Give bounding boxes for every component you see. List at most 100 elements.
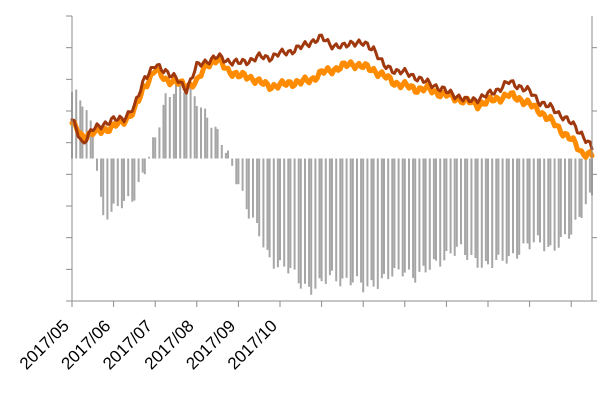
bar-mark — [324, 158, 327, 284]
bar-mark — [216, 128, 219, 159]
line-series-2 — [70, 33, 594, 151]
bar-mark — [289, 158, 292, 268]
bar-mark — [195, 106, 198, 159]
bar-mark — [106, 158, 109, 220]
bar-mark — [293, 158, 296, 270]
bar-mark — [435, 158, 437, 261]
bar-mark — [335, 158, 338, 282]
bar-mark — [148, 156, 150, 159]
bar-mark — [283, 158, 286, 267]
bar-mark — [464, 158, 467, 255]
bar-mark — [476, 158, 479, 268]
bar-mark — [549, 158, 552, 246]
bar-mark — [279, 158, 281, 261]
bar-mark — [408, 158, 410, 270]
bar-mark — [588, 158, 591, 193]
bar-mark — [516, 158, 519, 259]
bar-mark — [339, 158, 342, 287]
bar-mark — [449, 158, 452, 254]
bar-mark — [393, 158, 396, 268]
bar-mark — [91, 135, 94, 159]
bar-mark — [568, 158, 571, 239]
bar-mark — [422, 158, 425, 266]
bar-mark — [460, 158, 462, 245]
bar-mark — [397, 158, 400, 270]
bar-mark — [351, 158, 354, 283]
bar-mark — [387, 158, 390, 280]
line-series — [69, 33, 595, 160]
bar-mark — [252, 158, 254, 218]
bar-mark — [164, 93, 167, 159]
bar-mark — [299, 158, 302, 289]
bar-mark — [123, 158, 125, 201]
bar-mark — [526, 158, 529, 244]
bar-mark — [200, 107, 202, 159]
bar-mark — [210, 127, 213, 159]
bar-mark — [432, 158, 435, 260]
bar-mark — [318, 158, 321, 279]
bar-mark — [349, 158, 352, 286]
bar-mark — [418, 158, 421, 272]
bar-mark — [401, 158, 404, 277]
bar-mark — [497, 158, 500, 255]
bar-mark — [141, 158, 144, 173]
bar-mark — [391, 158, 394, 277]
bar-mark — [102, 158, 105, 216]
bar-mark — [320, 158, 323, 282]
bar-mark — [179, 82, 182, 159]
bar-mark — [331, 158, 333, 271]
bar-mark — [559, 158, 562, 237]
bar-mark — [564, 158, 566, 235]
bar-mark — [466, 158, 469, 260]
bar-mark — [89, 120, 92, 159]
bar-mark — [152, 137, 155, 159]
bar-mark — [376, 158, 379, 289]
bar-series — [71, 81, 593, 295]
bar-mark — [308, 158, 311, 287]
bar-mark — [79, 100, 82, 159]
bar-mark — [258, 158, 261, 237]
bar-mark — [193, 96, 196, 159]
bar-mark — [297, 158, 300, 284]
bar-mark — [268, 158, 271, 258]
bar-mark — [380, 158, 383, 279]
bar-mark — [362, 158, 365, 293]
bar-mark — [539, 158, 541, 243]
axes — [66, 15, 597, 307]
bar-mark — [536, 158, 539, 236]
bar-mark — [110, 158, 113, 212]
bar-mark — [470, 158, 473, 255]
bar-mark — [131, 158, 134, 202]
bar-mark — [505, 158, 508, 264]
bar-mark — [231, 158, 234, 166]
bar-mark — [227, 150, 229, 159]
bar-mark — [314, 158, 317, 289]
bar-mark — [553, 158, 556, 251]
bar-mark — [453, 158, 456, 256]
bar-mark — [143, 158, 146, 175]
bar-mark — [532, 158, 535, 243]
bar-mark — [543, 158, 546, 252]
bar-mark — [206, 117, 209, 159]
bar-mark — [204, 108, 207, 159]
bar-mark — [214, 126, 217, 159]
bar-mark — [370, 158, 373, 281]
bar-mark — [491, 158, 494, 268]
bar-mark — [262, 158, 265, 248]
bar-mark — [501, 158, 504, 261]
bar-mark — [428, 158, 431, 270]
bar-mark — [172, 93, 175, 159]
bar-mark — [310, 158, 313, 295]
bar-mark — [366, 158, 369, 287]
bar-mark — [116, 158, 119, 206]
bar-mark — [443, 158, 446, 261]
bar-mark — [403, 158, 406, 273]
bar-mark — [341, 158, 344, 279]
bar-mark — [570, 158, 573, 235]
bar-mark — [424, 158, 427, 273]
bar-mark — [495, 158, 498, 260]
bar-mark — [247, 158, 250, 219]
bar-mark — [127, 158, 130, 197]
